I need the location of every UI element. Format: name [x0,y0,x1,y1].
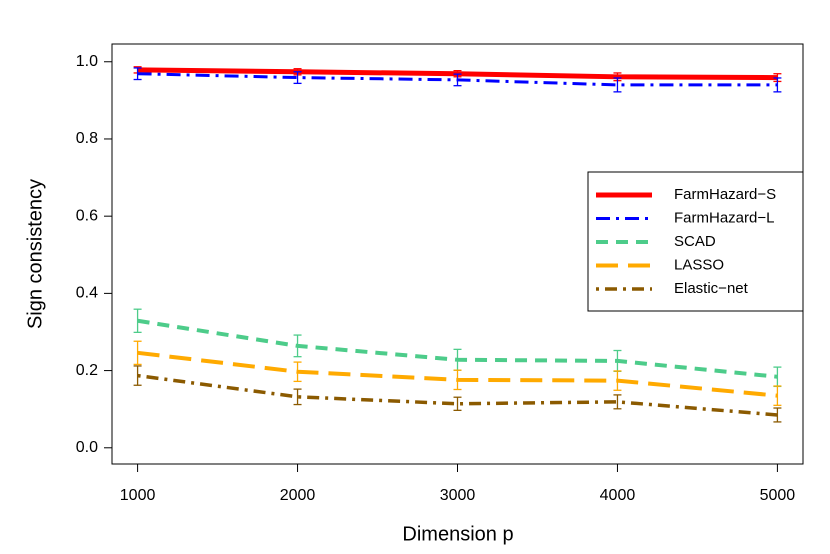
y-axis-title: Sign consistency [24,179,46,329]
x-tick-label: 5000 [760,487,796,504]
y-tick-label: 0.2 [76,362,98,379]
x-tick-label: 1000 [120,487,156,504]
error-bar [133,365,142,386]
x-tick-label: 3000 [440,487,476,504]
legend-label: SCAD [674,233,716,250]
series-line [137,72,778,87]
series-line [137,318,778,379]
legend-label: Elastic−net [674,280,749,297]
y-tick-label: 0.8 [76,130,98,147]
error-bar [613,77,622,93]
series-line [137,350,778,398]
x-tick-label: 2000 [280,487,316,504]
error-bar [613,394,622,410]
error-bar [453,396,462,411]
y-tick-label: 1.0 [76,53,98,70]
error-bar [293,388,302,406]
x-axis-title: Dimension p [402,523,513,545]
legend-label: FarmHazard−S [674,186,776,203]
legend-label: FarmHazard−L [674,209,774,226]
y-tick-label: 0.0 [76,439,98,456]
y-tick-label: 0.6 [76,207,98,224]
error-bar [293,71,302,85]
legend-label: LASSO [674,256,724,273]
x-tick-label: 4000 [600,487,636,504]
y-tick-label: 0.4 [76,285,98,302]
